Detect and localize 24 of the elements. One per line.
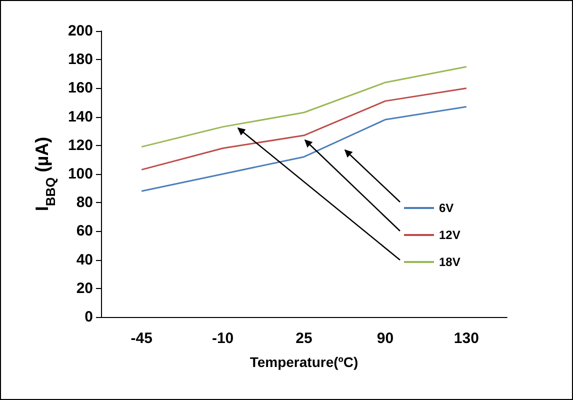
- x-tick-label: 130: [454, 330, 479, 347]
- x-tick-label: 25: [296, 330, 312, 347]
- y-tick-label: 160: [68, 80, 93, 97]
- y-tick-label: 40: [76, 251, 93, 268]
- y-tick-label: 20: [76, 280, 93, 297]
- legend-label: 18V: [439, 255, 460, 269]
- x-tick-label: -45: [130, 330, 152, 347]
- y-tick-label: 100: [68, 166, 93, 182]
- y-tick-label: 120: [68, 136, 93, 154]
- y-tick-label: 60: [76, 222, 93, 240]
- line-series: [140, 106, 468, 192]
- y-tick-label: 200: [68, 22, 93, 40]
- y-tick-label: 0: [84, 308, 93, 326]
- line-series: [140, 87, 468, 170]
- y-axis-title: IBBQ (µA): [32, 136, 58, 212]
- x-tick-label: -10: [212, 330, 234, 347]
- legend-label: 12V: [439, 228, 460, 242]
- y-tick-label: 140: [68, 108, 93, 126]
- x-tick-label: 90: [376, 330, 394, 347]
- legend-label: 6V: [439, 201, 454, 215]
- y-tick-label: 80: [76, 194, 93, 212]
- line-series: [140, 66, 468, 148]
- y-tick-label: 180: [68, 51, 93, 68]
- x-axis-title: Temperature(ºC): [250, 354, 358, 370]
